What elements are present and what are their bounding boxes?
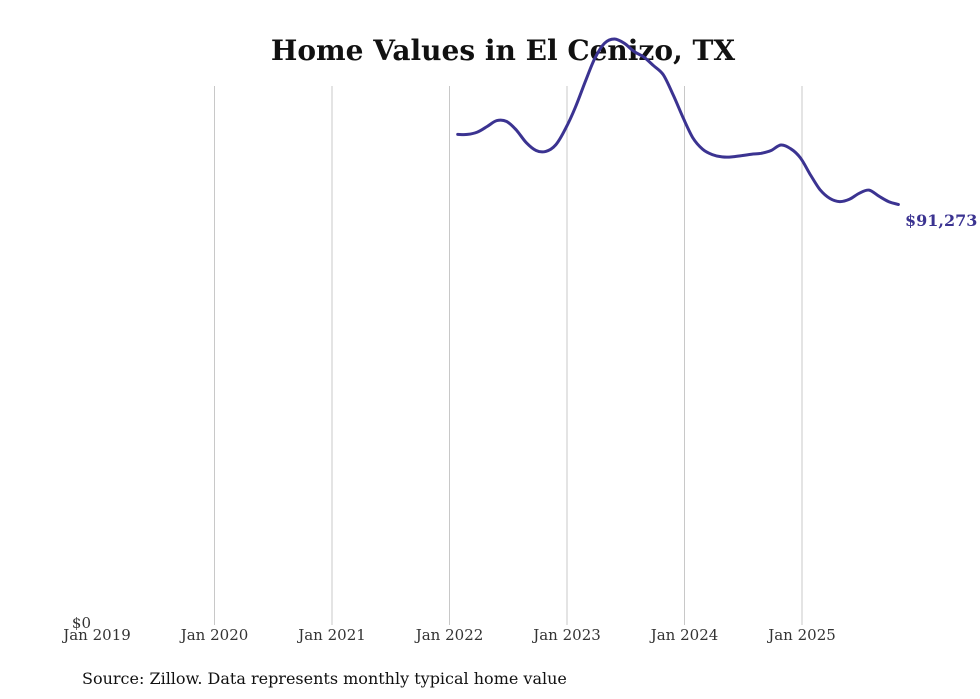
source-note: Source: Zillow. Data represents monthly …	[82, 669, 567, 688]
chart-title: Home Values in El Cenizo, TX	[271, 34, 735, 67]
x-tick-label: Jan 2020	[179, 626, 249, 644]
end-value-label: $91,273	[905, 211, 977, 230]
x-tick-label: Jan 2024	[649, 626, 719, 644]
x-tick-label: Jan 2023	[531, 626, 601, 644]
x-tick-label: Jan 2019	[61, 626, 131, 644]
x-tick-label: Jan 2025	[766, 626, 836, 644]
series-line-home-value	[456, 37, 900, 206]
x-tick-label: Jan 2022	[414, 626, 484, 644]
gridlines	[214, 86, 803, 625]
y-axis-zero-label: $0	[72, 614, 91, 632]
x-tick-label: Jan 2021	[296, 626, 366, 644]
x-axis-ticks: Jan 2019 Jan 2020 Jan 2021 Jan 2022 Jan 2023…	[61, 626, 836, 644]
